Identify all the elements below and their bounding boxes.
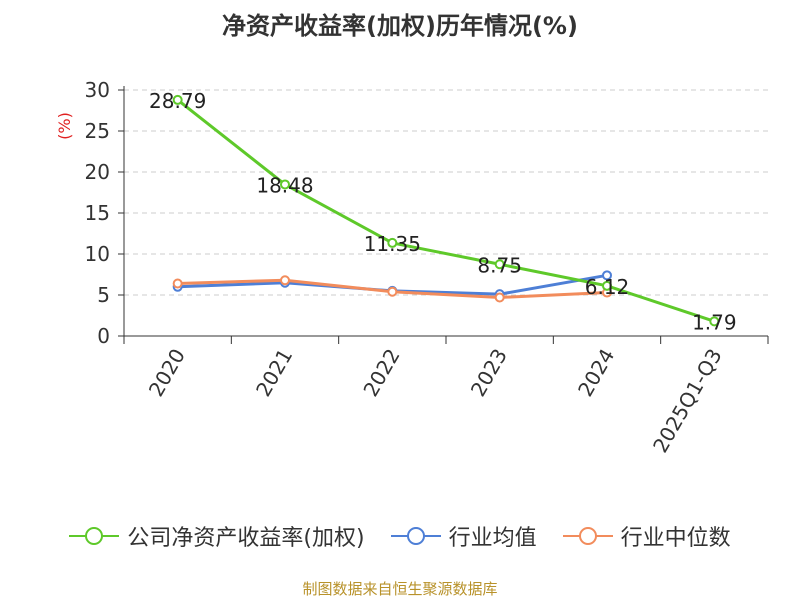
legend-label-company-roe: 公司净资产收益率(加权) [127, 526, 365, 551]
data-point-0 [387, 237, 398, 248]
data-point-0 [280, 179, 290, 190]
data-label: 6.12 [585, 275, 630, 299]
x-tick-label: 2022 [358, 345, 404, 401]
legend-label-industry-median: 行业中位数 [620, 526, 731, 551]
x-tick-label: 2025Q1-Q3 [648, 345, 727, 457]
data-label: 1.79 [692, 310, 737, 334]
data-point-2 [280, 275, 290, 286]
series-line-0 [176, 98, 715, 323]
x-tick-label: 2020 [144, 345, 190, 401]
data-point-2 [494, 292, 505, 303]
legend-item-company-roe[interactable]: 公司净资产收益率(加权) [69, 520, 365, 552]
data-source-note: 制图数据来自恒生聚源数据库 [302, 580, 498, 598]
x-tick-label: 2024 [573, 345, 619, 401]
data-label: 8.75 [477, 253, 522, 277]
legend-swatch-company-roe [69, 527, 120, 545]
y-tick-label: 15 [85, 201, 110, 225]
legend-swatch-industry-median [562, 527, 613, 545]
legend-swatch-industry-mean [390, 527, 441, 545]
legend-item-industry-median[interactable]: 行业中位数 [562, 520, 731, 552]
data-point-2 [172, 278, 183, 289]
y-tick-label: 20 [85, 160, 110, 184]
data-label: 18.48 [256, 173, 313, 197]
legend-label-industry-mean: 行业均值 [448, 526, 537, 551]
legend-item-industry-mean[interactable]: 行业均值 [390, 520, 537, 552]
data-label: 11.35 [364, 232, 421, 256]
data-point-0 [172, 94, 183, 105]
data-label: 28.79 [149, 89, 206, 113]
x-tick-label: 2021 [251, 345, 297, 401]
chart-title: 净资产收益率(加权)历年情况(%) [222, 12, 578, 40]
data-point-1 [602, 270, 612, 281]
y-tick-label: 10 [85, 242, 110, 266]
y-axis-unit-label: (%) [55, 112, 74, 140]
data-point-2 [387, 286, 398, 297]
y-tick-label: 5 [97, 283, 110, 307]
data-point-0 [494, 259, 505, 270]
data-point-0 [709, 316, 720, 327]
y-tick-label: 25 [85, 119, 110, 143]
y-tick-label: 30 [85, 78, 110, 102]
data-point-0 [602, 280, 612, 291]
y-tick-label: 0 [97, 324, 110, 348]
x-tick-label: 2023 [466, 344, 512, 400]
legend: 公司净资产收益率(加权) 行业均值 行业中位数 [0, 520, 800, 552]
